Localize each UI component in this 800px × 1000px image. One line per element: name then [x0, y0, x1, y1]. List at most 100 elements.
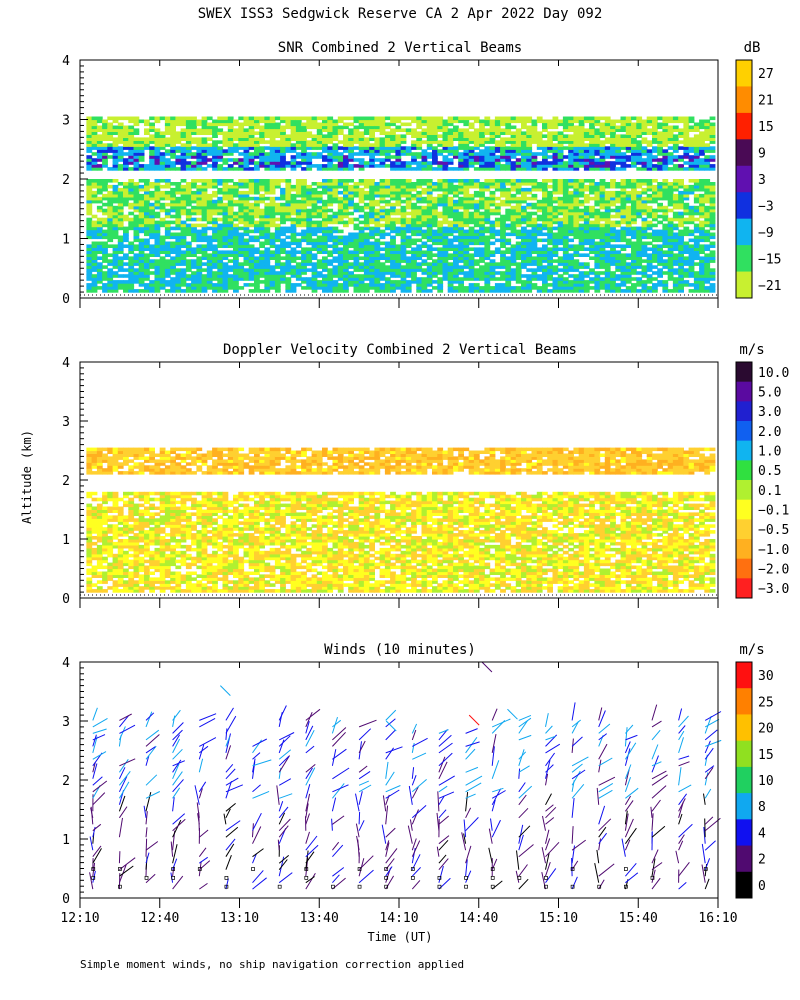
- heatmap-cell: [280, 152, 286, 156]
- heatmap-cell: [180, 238, 187, 243]
- heatmap-cell: [316, 274, 323, 278]
- heatmap-cell: [117, 262, 124, 266]
- heatmap-cell: [128, 134, 135, 138]
- heatmap-cell: [96, 208, 103, 213]
- heatmap-cell: [227, 268, 234, 272]
- heatmap-cell: [102, 131, 108, 135]
- heatmap-cell: [568, 253, 574, 257]
- heatmap-cell: [379, 116, 386, 121]
- heatmap-cell: [379, 277, 386, 281]
- heatmap-cell: [458, 214, 464, 219]
- heatmap-cell: [615, 182, 622, 186]
- heatmap-cell: [206, 152, 213, 156]
- heatmap-cell: [390, 268, 396, 272]
- heatmap-cell: [102, 182, 108, 186]
- heatmap-cell: [185, 193, 192, 198]
- heatmap-cell: [395, 196, 402, 201]
- heatmap-cell: [264, 256, 271, 260]
- heatmap-cell: [343, 205, 349, 210]
- heatmap-cell: [322, 158, 328, 162]
- heatmap-cell: [285, 143, 292, 147]
- heatmap-cell: [311, 226, 318, 231]
- heatmap-cell: [222, 161, 229, 165]
- heatmap-cell: [343, 116, 349, 121]
- heatmap-cell: [212, 152, 218, 156]
- heatmap-cell: [301, 167, 307, 171]
- heatmap-cell: [358, 140, 365, 144]
- heatmap-cell: [185, 137, 192, 141]
- heatmap-cell: [453, 274, 459, 278]
- heatmap-cell: [500, 214, 506, 219]
- heatmap-cell: [86, 211, 93, 216]
- heatmap-cell: [458, 167, 464, 171]
- heatmap-cell: [295, 217, 302, 222]
- heatmap-cell: [222, 187, 229, 192]
- heatmap-cell: [170, 208, 176, 213]
- heatmap-cell: [353, 140, 360, 144]
- heatmap-cell: [510, 205, 517, 210]
- heatmap-cell: [86, 125, 93, 130]
- heatmap-cell: [358, 274, 365, 278]
- heatmap-cell: [641, 146, 648, 150]
- heatmap-cell: [322, 155, 328, 159]
- heatmap-cell: [395, 158, 402, 162]
- heatmap-cell: [384, 116, 391, 121]
- heatmap-cell: [133, 128, 140, 132]
- heatmap-cell: [123, 152, 129, 156]
- heatmap-cell: [206, 164, 213, 168]
- heatmap-cell: [369, 179, 375, 183]
- heatmap-cell: [552, 265, 559, 269]
- heatmap-cell: [233, 193, 239, 198]
- heatmap-cell: [442, 247, 449, 251]
- heatmap-cell: [343, 214, 349, 219]
- heatmap-cell: [421, 232, 428, 237]
- heatmap-cell: [138, 253, 145, 257]
- heatmap-cell: [505, 247, 512, 251]
- heatmap-cell: [311, 152, 318, 156]
- heatmap-cell: [295, 208, 302, 213]
- heatmap-cell: [96, 158, 103, 162]
- heatmap-cell: [536, 247, 543, 251]
- heatmap-cell: [201, 274, 208, 278]
- heatmap-cell: [248, 259, 255, 263]
- heatmap-cell: [421, 262, 428, 266]
- heatmap-cell: [206, 241, 213, 246]
- heatmap-cell: [133, 220, 140, 225]
- heatmap-cell: [515, 196, 522, 201]
- heatmap-cell: [625, 262, 632, 266]
- heatmap-cell: [269, 131, 276, 135]
- heatmap-cell: [311, 238, 318, 243]
- heatmap-cell: [458, 199, 464, 204]
- heatmap-cell: [112, 137, 119, 141]
- heatmap-cell: [311, 205, 318, 210]
- heatmap-cell: [164, 149, 171, 153]
- heatmap-cell: [91, 250, 98, 254]
- heatmap-cell: [353, 116, 360, 121]
- heatmap-cell: [322, 256, 328, 260]
- heatmap-cell: [395, 152, 402, 156]
- heatmap-cell: [343, 241, 349, 246]
- heatmap-cell: [332, 256, 339, 260]
- heatmap-cell: [426, 143, 433, 147]
- heatmap-cell: [405, 220, 412, 225]
- heatmap-cell: [583, 128, 590, 132]
- heatmap-cell: [159, 208, 166, 213]
- heatmap-cell: [358, 238, 365, 243]
- heatmap-cell: [358, 199, 365, 204]
- heatmap-cell: [259, 131, 265, 135]
- heatmap-cell: [233, 244, 239, 248]
- heatmap-cell: [285, 289, 292, 293]
- heatmap-cell: [222, 208, 229, 213]
- heatmap-cell: [107, 190, 114, 195]
- heatmap-cell: [316, 283, 323, 287]
- heatmap-cell: [274, 238, 281, 243]
- heatmap-cell: [479, 119, 485, 124]
- heatmap-cell: [112, 140, 119, 144]
- heatmap-cell: [453, 146, 459, 150]
- heatmap-cell: [154, 229, 161, 234]
- heatmap-cell: [442, 205, 449, 210]
- heatmap-cell: [107, 134, 114, 138]
- heatmap-cell: [86, 274, 93, 278]
- heatmap-cell: [306, 262, 313, 266]
- heatmap-cell: [468, 226, 475, 231]
